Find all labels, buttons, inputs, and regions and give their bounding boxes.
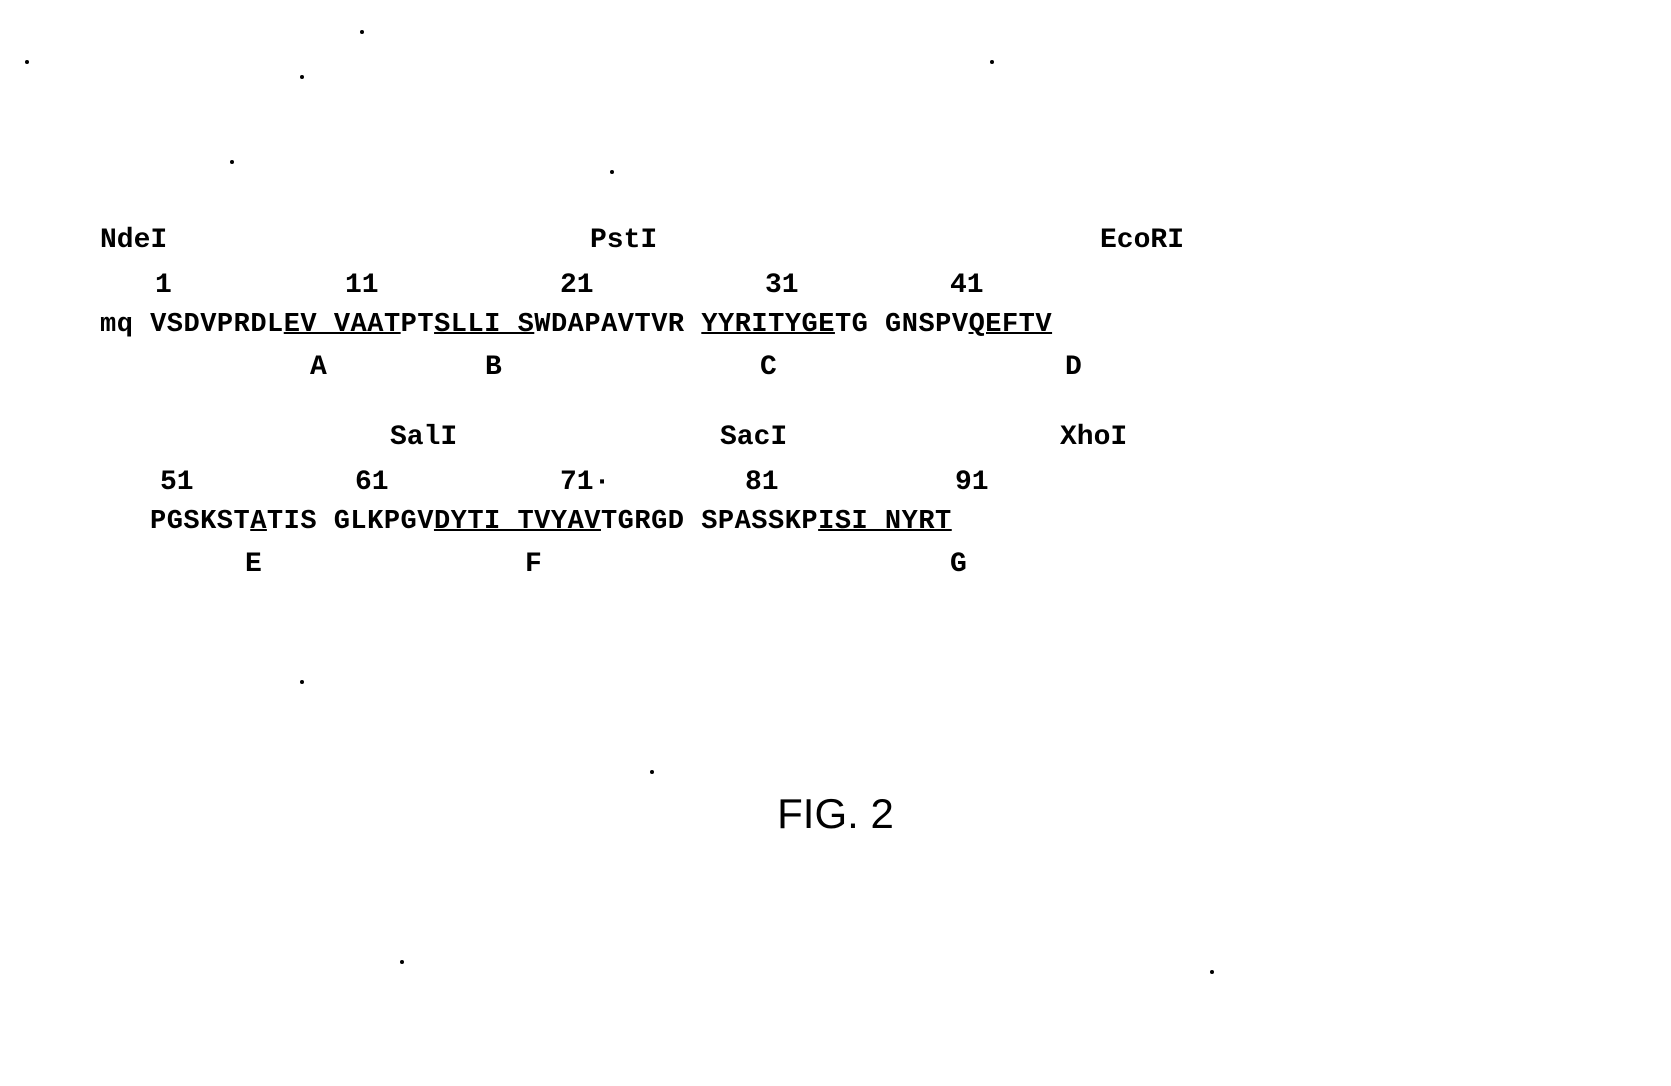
sequence-segment: TGRGD SPASSKP xyxy=(601,507,818,537)
position-number: 21 xyxy=(560,270,594,301)
sequence-segment: YYRITYGE xyxy=(701,310,835,340)
position-number: 11 xyxy=(345,270,379,301)
artifact-dot xyxy=(990,60,994,64)
position-number: 51 xyxy=(160,467,194,498)
artifact-dot xyxy=(1210,970,1214,974)
artifact-dot xyxy=(360,30,364,34)
enzyme-label: SacI xyxy=(720,422,787,453)
position-number: 91 xyxy=(955,467,989,498)
enzyme-row-1: NdeI PstI EcoRI xyxy=(100,225,1220,270)
enzyme-label: PstI xyxy=(590,225,657,256)
sequence-segment: PGSKST xyxy=(150,507,250,537)
enzyme-row-2: SalI SacI XhoI xyxy=(100,422,1220,467)
region-label: C xyxy=(760,352,777,383)
artifact-dot xyxy=(650,770,654,774)
enzyme-label: NdeI xyxy=(100,225,167,256)
position-number: 41 xyxy=(950,270,984,301)
sequence-diagram: NdeI PstI EcoRI 1 11 21 31 41 mq VSDVPRD… xyxy=(100,225,1220,599)
sequence-segment: QEFTV xyxy=(969,310,1053,340)
artifact-dot xyxy=(300,75,304,79)
position-number: 81 xyxy=(745,467,779,498)
enzyme-label: XhoI xyxy=(1060,422,1127,453)
sequence-row-2: PGSKSTATIS GLKPGVDYTI TVYAVTGRGD SPASSKP… xyxy=(100,507,1220,549)
sequence-segment: WDAPAVTVR xyxy=(534,310,701,340)
region-label: F xyxy=(525,549,542,580)
region-label: D xyxy=(1065,352,1082,383)
figure-caption: FIG. 2 xyxy=(0,790,1671,838)
sequence-segment: TG GNSPV xyxy=(835,310,969,340)
sequence-segment: SLLI S xyxy=(434,310,534,340)
artifact-dot xyxy=(400,960,404,964)
region-labels-2: E F G xyxy=(100,549,1220,599)
region-label: B xyxy=(485,352,502,383)
sequence-segment: PT xyxy=(401,310,434,340)
sequence-prefix: mq xyxy=(100,310,150,340)
sequence-segment: EV VAAT xyxy=(284,310,401,340)
position-numbers-1: 1 11 21 31 41 xyxy=(100,270,1220,310)
sequence-segment: DYTI TVYAV xyxy=(434,507,601,537)
sequence-row-1: mq VSDVPRDLEV VAATPTSLLI SWDAPAVTVR YYRI… xyxy=(100,310,1220,352)
artifact-dot xyxy=(230,160,234,164)
position-number: 71· xyxy=(560,467,610,498)
position-number: 31 xyxy=(765,270,799,301)
region-label: G xyxy=(950,549,967,580)
sequence-segment: VSDVPRDL xyxy=(150,310,284,340)
region-label: A xyxy=(310,352,327,383)
sequence-segment: TIS GLKPGV xyxy=(267,507,434,537)
artifact-dot xyxy=(25,60,29,64)
position-number: 61 xyxy=(355,467,389,498)
artifact-dot xyxy=(610,170,614,174)
position-number: 1 xyxy=(155,270,172,301)
artifact-dot xyxy=(300,680,304,684)
sequence-segment: A xyxy=(250,507,267,537)
sequence-segment: ISI NYRT xyxy=(818,507,952,537)
region-label: E xyxy=(245,549,262,580)
position-numbers-2: 51 61 71· 81 91 xyxy=(100,467,1220,507)
enzyme-label: SalI xyxy=(390,422,457,453)
enzyme-label: EcoRI xyxy=(1100,225,1184,256)
region-labels-1: A B C D xyxy=(100,352,1220,402)
